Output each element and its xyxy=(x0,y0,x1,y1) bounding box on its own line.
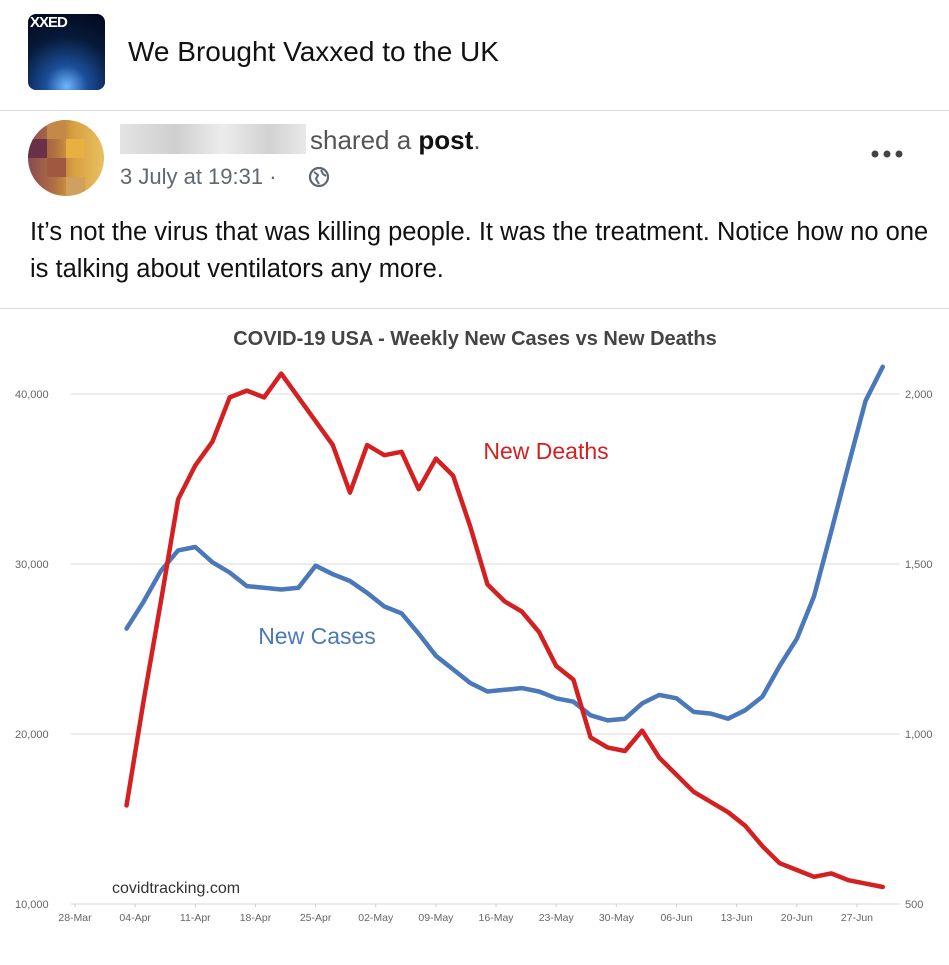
x-tick-label: 06-Jun xyxy=(660,912,692,924)
shared-text: shared a xyxy=(310,125,412,155)
avatar[interactable] xyxy=(28,120,104,196)
group-name[interactable]: We Brought Vaxxed to the UK xyxy=(128,36,499,67)
x-tick-label: 09-May xyxy=(418,912,454,924)
series-line xyxy=(124,364,885,723)
chart: COVID-19 USA - Weekly New Cases vs New D… xyxy=(15,328,933,924)
share-action: shared a post. xyxy=(310,125,481,156)
pixel xyxy=(66,177,85,196)
x-tick-label: 23-May xyxy=(539,912,575,924)
x-tick-label: 16-May xyxy=(479,912,515,924)
chart-title: COVID-19 USA - Weekly New Cases vs New D… xyxy=(233,328,717,350)
x-tick-label: 13-Jun xyxy=(721,912,753,924)
pixel xyxy=(47,158,66,177)
source-note: covidtracking.com xyxy=(112,880,240,897)
x-tick-label: 25-Apr xyxy=(300,912,332,924)
y-tick-label: 40,000 xyxy=(15,389,49,401)
series-line xyxy=(124,371,885,890)
group-logo[interactable]: XXED xyxy=(28,14,105,90)
x-tick-label: 20-Jun xyxy=(781,912,813,924)
series-label: New Cases xyxy=(258,623,376,649)
y-tick-label: 30,000 xyxy=(15,559,49,571)
x-tick-label: 18-Apr xyxy=(240,912,272,924)
x-tick-label: 04-Apr xyxy=(119,912,151,924)
chart-container: COVID-19 USA - Weekly New Cases vs New D… xyxy=(0,308,949,960)
post-text: It’s not the virus that was killing peop… xyxy=(30,218,929,283)
timestamp[interactable]: 3 July at 19:31 · xyxy=(120,164,277,189)
y2-tick-label: 1,500 xyxy=(905,559,933,571)
y-tick-label: 10,000 xyxy=(15,899,49,911)
pixel xyxy=(66,139,85,158)
pixel xyxy=(28,139,47,158)
y2-tick-label: 500 xyxy=(905,899,923,911)
y2-tick-label: 1,000 xyxy=(905,729,933,741)
y2-tick-label: 2,000 xyxy=(905,389,933,401)
x-tick-label: 28-Mar xyxy=(58,912,92,924)
group-header: XXED We Brought Vaxxed to the UK xyxy=(0,0,949,111)
more-button[interactable] xyxy=(870,147,906,161)
logo-text: XXED xyxy=(30,14,68,31)
punct: . xyxy=(473,125,481,155)
x-tick-label: 27-Jun xyxy=(841,912,873,924)
y-tick-label: 20,000 xyxy=(15,729,49,741)
x-tick-label: 30-May xyxy=(599,912,635,924)
pixel xyxy=(47,120,66,139)
x-tick-label: 02-May xyxy=(358,912,394,924)
series-label: New Deaths xyxy=(483,438,608,464)
globe-icon xyxy=(308,166,330,188)
blurred-name xyxy=(120,124,306,154)
post-link[interactable]: post xyxy=(418,125,474,155)
x-tick-label: 11-Apr xyxy=(180,912,211,924)
